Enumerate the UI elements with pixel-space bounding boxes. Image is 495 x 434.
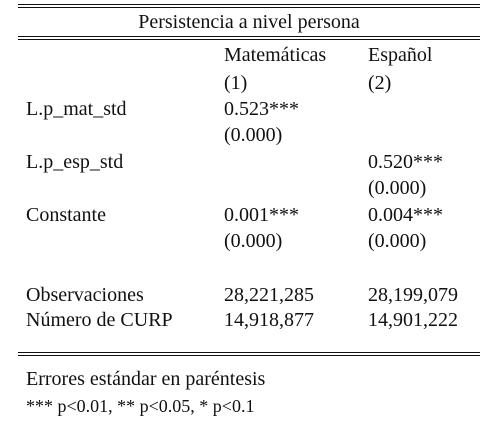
stat-observaciones-col1: 28,221,285	[224, 284, 314, 306]
row-label-lp-mat-std: L.p_mat_std	[26, 98, 127, 120]
row3-col2-coef: 0.004***	[368, 204, 443, 226]
row-label-constante: Constante	[26, 204, 106, 226]
stat-label-numero-curp: Número de CURP	[26, 309, 173, 331]
col2-header-name: Español	[368, 44, 433, 66]
top-double-rule	[18, 4, 480, 8]
stat-curp-col1: 14,918,877	[224, 309, 314, 331]
col2-header-number: (2)	[368, 72, 392, 94]
row1-col1-se: (0.000)	[224, 124, 283, 146]
stat-label-observaciones: Observaciones	[26, 284, 144, 306]
stat-observaciones-col2: 28,199,079	[368, 284, 458, 306]
table-title: Persistencia a nivel persona	[138, 11, 360, 33]
row1-col1-coef: 0.523***	[224, 98, 299, 120]
stat-curp-col2: 14,901,222	[368, 309, 458, 331]
note-standard-errors: Errores estándar en paréntesis	[26, 368, 266, 390]
note-significance: *** p<0.01, ** p<0.05, * p<0.1	[26, 396, 255, 416]
row2-col2-se: (0.000)	[368, 177, 427, 199]
row2-col2-coef: 0.520***	[368, 151, 443, 173]
col1-header-name: Matemáticas	[224, 44, 327, 66]
row-label-lp-esp-std: L.p_esp_std	[26, 151, 124, 173]
regression-table: Persistencia a nivel persona Matemáticas…	[18, 0, 480, 434]
row3-col1-se: (0.000)	[224, 230, 283, 252]
row3-col2-se: (0.000)	[368, 230, 427, 252]
bottom-double-rule	[18, 352, 480, 356]
header-double-rule	[18, 36, 480, 40]
row3-col1-coef: 0.001***	[224, 204, 299, 226]
col1-header-number: (1)	[224, 72, 248, 94]
